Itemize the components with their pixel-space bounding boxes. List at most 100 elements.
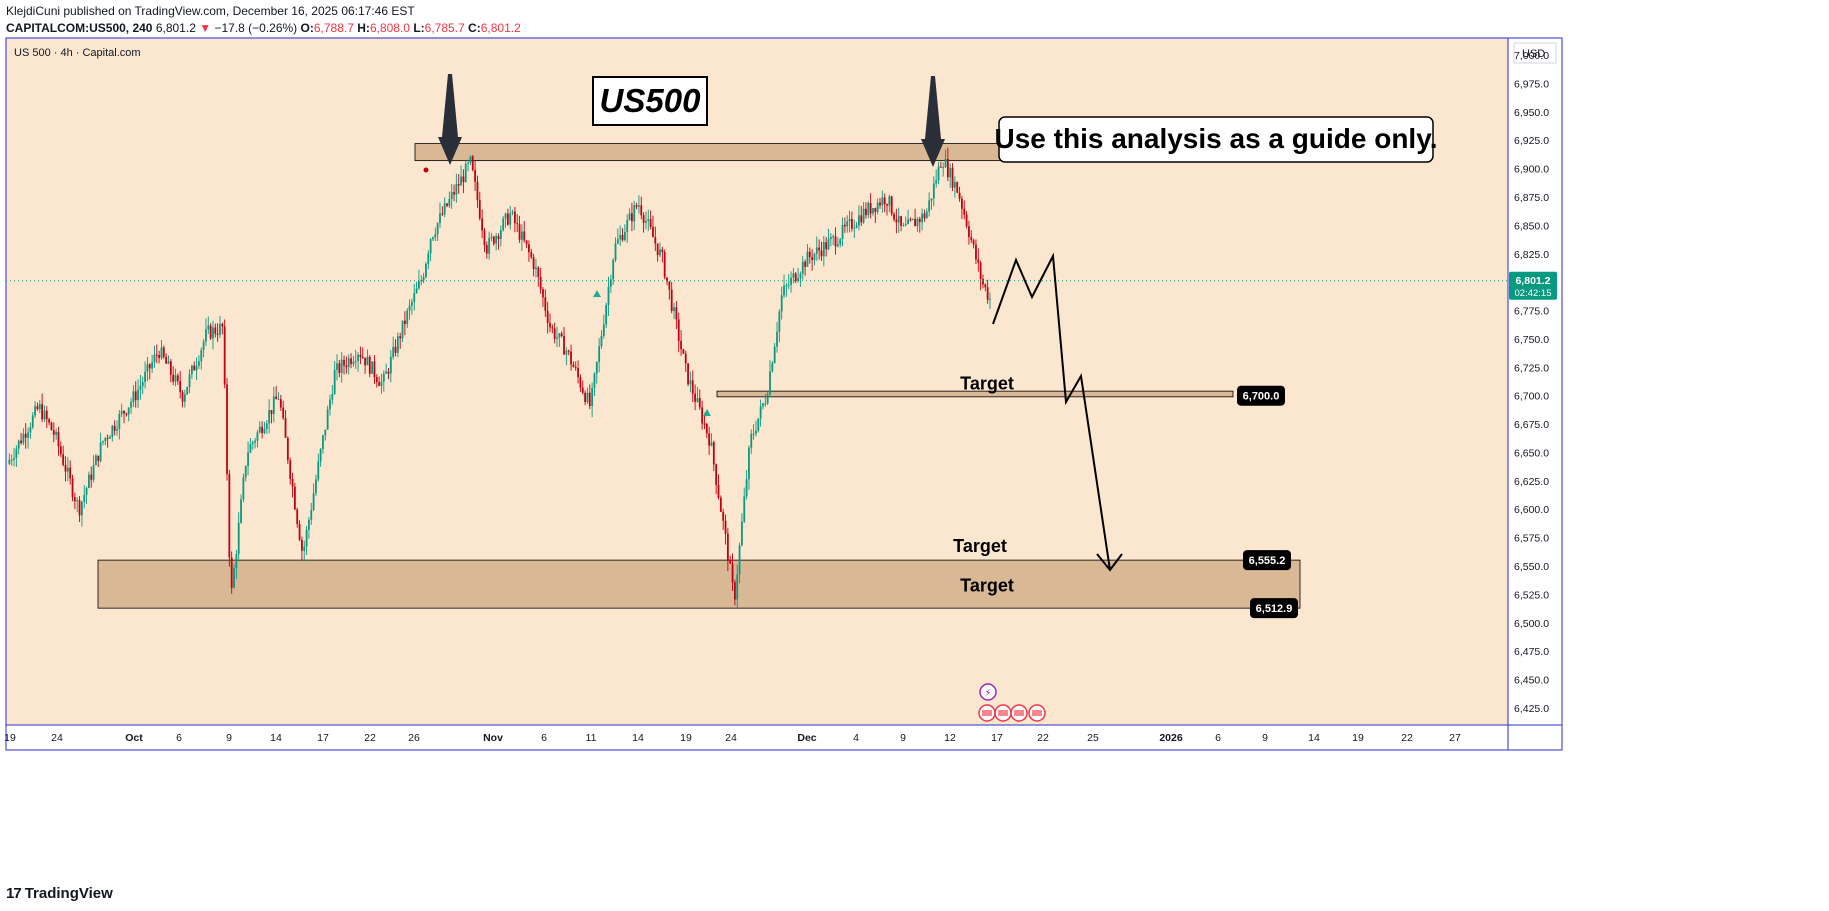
candle-body <box>162 347 165 357</box>
candle-body <box>867 203 870 216</box>
candle-body <box>106 437 109 439</box>
candle-body <box>205 329 207 342</box>
candle-body <box>558 333 561 338</box>
tradingview-logo[interactable]: 17 TradingView <box>6 885 113 902</box>
y-tick-label: 6,750.0 <box>1514 334 1549 346</box>
down-arrow-icon <box>921 76 945 167</box>
candle-body <box>537 267 540 278</box>
candle-body <box>202 341 205 351</box>
candle-body <box>769 371 771 395</box>
marker-dot <box>423 167 429 173</box>
candle-body <box>422 276 425 281</box>
candle-body <box>22 433 25 444</box>
candle-body <box>286 437 289 461</box>
candle-body <box>263 428 266 434</box>
candle-body <box>605 304 608 325</box>
candle-body <box>918 218 921 223</box>
candle-body <box>815 247 818 254</box>
target-zone-2 <box>97 559 1301 609</box>
x-tick-label: 4 <box>853 732 859 744</box>
candle-body <box>240 499 242 523</box>
candle-body <box>652 226 654 238</box>
candle-body <box>357 354 359 361</box>
candle-body <box>645 220 647 223</box>
candle-body <box>350 358 352 364</box>
us-flag-stripes <box>1014 710 1024 716</box>
candle-body <box>984 284 987 288</box>
candle-body <box>139 385 142 390</box>
candle-body <box>874 208 877 212</box>
candle-body <box>155 354 158 356</box>
x-tick-label: 6 <box>176 732 182 744</box>
tradingview-brand: TradingView <box>24 885 113 902</box>
candle-body <box>577 368 579 378</box>
candle-body <box>272 396 275 414</box>
y-tick-label: 6,925.0 <box>1514 135 1549 147</box>
candle-body <box>780 295 783 312</box>
candle-body <box>373 361 376 378</box>
candle-body <box>968 226 970 238</box>
candle-body <box>668 281 671 290</box>
us-flag-stripes <box>982 710 992 716</box>
candle-body <box>80 501 83 516</box>
candle-body <box>640 205 643 216</box>
x-tick-label: 27 <box>1449 732 1461 744</box>
candle-body <box>385 371 388 374</box>
candle-body <box>633 205 636 222</box>
candle-body <box>628 213 631 220</box>
candle-body <box>116 428 118 431</box>
candle-body <box>977 259 980 263</box>
candle-body <box>305 529 308 547</box>
candle-body <box>818 247 821 251</box>
candle-body <box>862 208 865 223</box>
candle-body <box>743 496 746 522</box>
candle-body <box>13 458 15 460</box>
target-2-top-price-label: 6,555.2 <box>1249 555 1286 567</box>
candle-body <box>120 410 123 414</box>
candle-body <box>261 426 264 434</box>
candle-body <box>134 391 137 401</box>
last-price: 6,801.2 <box>155 21 196 35</box>
candle-body <box>216 333 219 335</box>
candle-body <box>670 289 673 311</box>
candle-body <box>495 235 498 244</box>
candle-body <box>411 302 413 306</box>
candle-body <box>773 346 776 363</box>
x-tick-label: 22 <box>364 732 376 744</box>
candle-body <box>183 394 186 402</box>
candle-body <box>890 196 893 214</box>
candle-body <box>953 182 956 188</box>
y-tick-label: 6,550.0 <box>1514 561 1549 573</box>
candle-body <box>930 198 933 201</box>
y-tick-label: 6,475.0 <box>1514 646 1549 658</box>
candle-body <box>911 219 914 221</box>
candle-body <box>467 162 469 164</box>
candle-body <box>654 237 657 244</box>
candle-body <box>165 356 168 364</box>
candle-body <box>689 380 692 385</box>
candle-body <box>151 362 154 369</box>
candle-body <box>530 252 533 258</box>
candle-body <box>160 347 163 358</box>
candle-body <box>333 369 336 394</box>
candle-body <box>591 387 594 406</box>
candle-body <box>787 284 790 286</box>
candle-body <box>811 257 814 261</box>
candle-body <box>277 399 280 401</box>
candle-body <box>567 350 570 352</box>
x-tick-label: 22 <box>1401 732 1413 744</box>
candle-body <box>799 273 802 279</box>
candle-body <box>361 356 364 358</box>
candle-body <box>506 213 509 225</box>
y-tick-label: 6,675.0 <box>1514 419 1549 431</box>
candle-body <box>478 200 481 219</box>
candle-body <box>546 310 549 324</box>
candle-body <box>623 232 626 241</box>
candle-body <box>368 356 371 374</box>
candle-body <box>254 440 256 443</box>
symbol-name[interactable]: CAPITALCOM:US500, 240 <box>6 21 153 35</box>
candle-body <box>738 545 741 575</box>
candle-body <box>401 320 404 339</box>
candle-body <box>230 557 233 588</box>
